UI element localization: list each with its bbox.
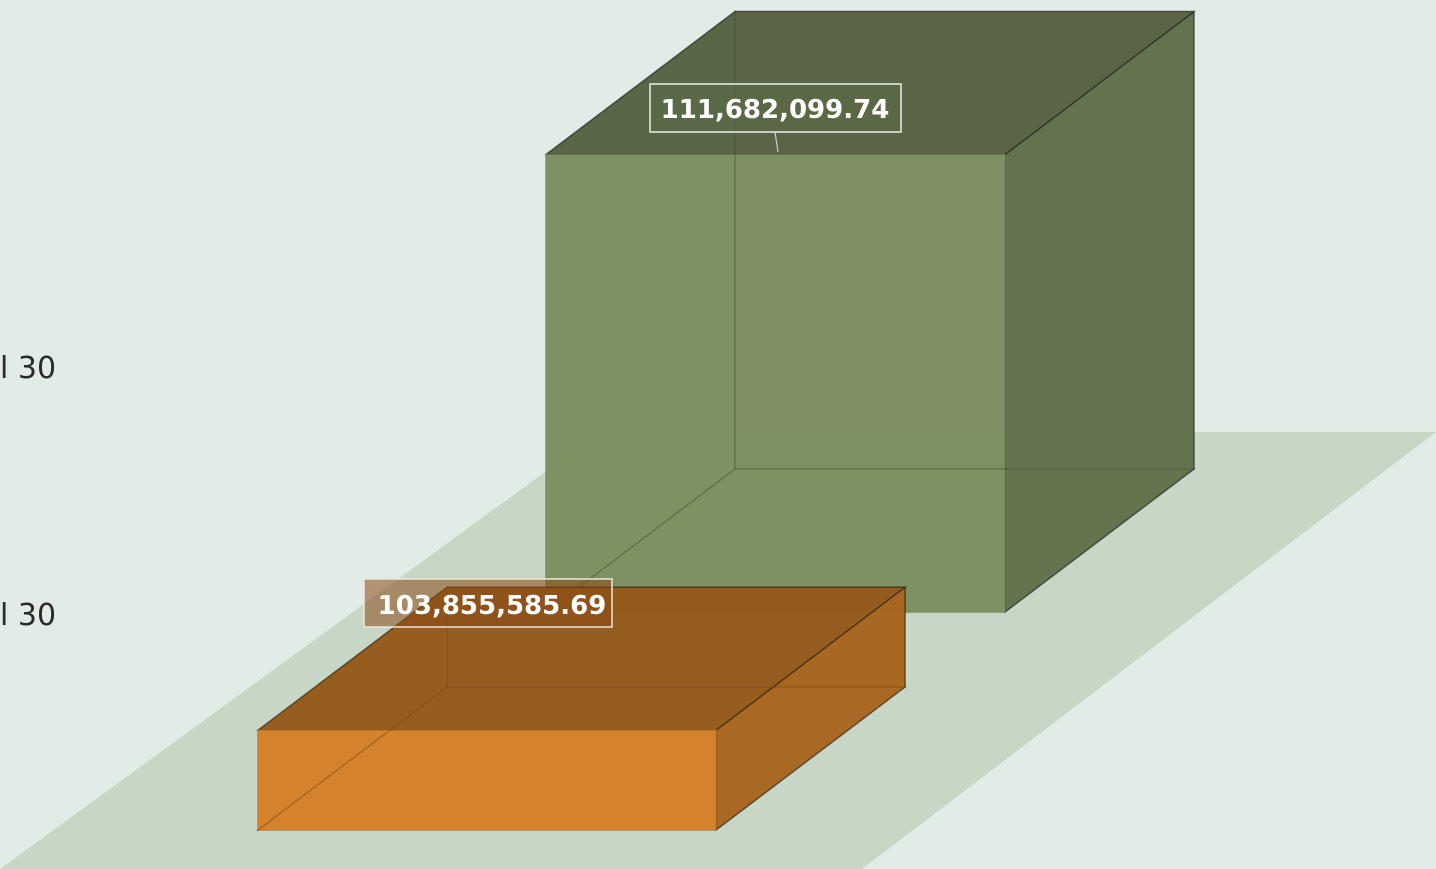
- bar-front-face: [545, 153, 1006, 613]
- bar-front-face: [257, 729, 717, 831]
- data-label-back-text: 111,682,099.74: [661, 95, 890, 125]
- data-label-front-text: 103,855,585.69: [378, 591, 607, 621]
- bar-hidden-edge: [257, 686, 448, 831]
- data-label-front-box: [363, 578, 613, 628]
- tick-label-back: l 30: [0, 351, 56, 386]
- data-label-back-leader: [774, 131, 779, 153]
- tick-label-front: l 30: [0, 598, 56, 633]
- data-label-back: 111,682,099.74: [649, 83, 902, 153]
- data-label-back-box: [649, 83, 902, 133]
- data-label-front: 103,855,585.69: [363, 578, 613, 628]
- bar-box-front: [255, 585, 908, 832]
